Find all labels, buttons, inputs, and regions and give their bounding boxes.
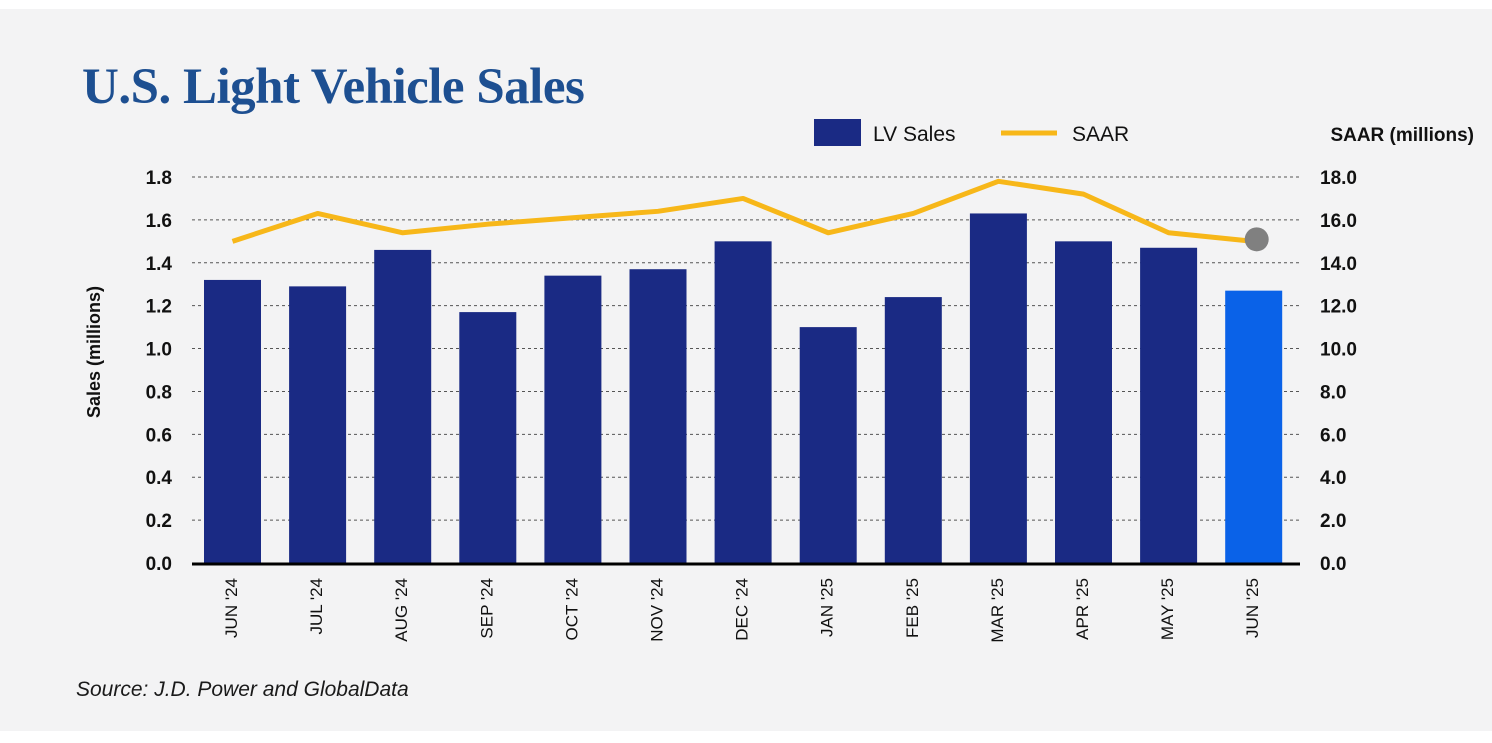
x-tick-label: APR '25 [1073,578,1092,640]
legend-label-lv-sales: LV Sales [873,123,956,146]
x-tick-label: MAR '25 [988,578,1007,643]
y-tick-label: 0.6 [146,425,172,446]
chart-title: U.S. Light Vehicle Sales [82,59,585,115]
bar [799,327,857,563]
x-tick-label: JAN '25 [818,578,837,637]
bar [629,269,687,563]
y2-tick-label: 0.0 [1320,554,1346,575]
y2-tick-label: 6.0 [1320,425,1346,446]
x-tick-label: AUG '24 [392,578,411,642]
x-tick-label: JUL '24 [307,578,326,634]
bar [884,297,942,563]
bar [969,213,1027,563]
x-tick-label: MAY '25 [1158,578,1177,640]
bar [1055,241,1112,564]
y-tick-label: 0.0 [146,554,172,575]
x-tick-label: JUN '25 [1243,578,1262,638]
y-axis-label: Sales (millions) [84,286,104,418]
y2-tick-label: 4.0 [1320,468,1346,489]
bar [374,249,432,563]
y2-tick-label: 2.0 [1320,511,1346,532]
bar [459,312,517,563]
y-tick-label: 0.4 [146,468,173,489]
bar [544,275,602,563]
y-tick-label: 1.6 [146,211,172,232]
legend-swatch-lv-sales [814,119,861,146]
y2-tick-label: 10.0 [1320,340,1357,361]
x-tick-label: DEC '24 [733,578,752,641]
y2-axis-label: SAAR (millions) [1330,125,1474,146]
bar [714,241,772,564]
y2-tick-label: 18.0 [1320,168,1357,189]
legend-label-saar: SAAR [1072,123,1129,146]
y2-tick-label: 8.0 [1320,382,1346,403]
bar [289,286,347,563]
bar [1140,247,1198,563]
x-tick-label: SEP '24 [477,578,496,639]
y-tick-label: 1.4 [146,254,173,275]
y2-tick-label: 12.0 [1320,297,1357,318]
bar [1225,290,1283,563]
y-tick-label: 1.2 [146,297,172,318]
x-tick-label: OCT '24 [562,578,581,640]
y2-tick-label: 14.0 [1320,254,1357,275]
y-tick-label: 1.0 [146,340,172,361]
y-tick-label: 0.2 [146,511,172,532]
y2-tick-label: 16.0 [1320,211,1357,232]
y-tick-label: 1.8 [146,168,172,189]
y-tick-label: 0.8 [146,382,172,403]
x-tick-label: FEB '25 [903,578,922,638]
bar [204,279,261,563]
x-tick-label: JUN '24 [222,578,241,638]
saar-marker [1244,227,1269,252]
saar-line [231,178,1254,244]
x-tick-label: NOV '24 [647,578,666,642]
source-note: Source: J.D. Power and GlobalData [76,678,409,701]
